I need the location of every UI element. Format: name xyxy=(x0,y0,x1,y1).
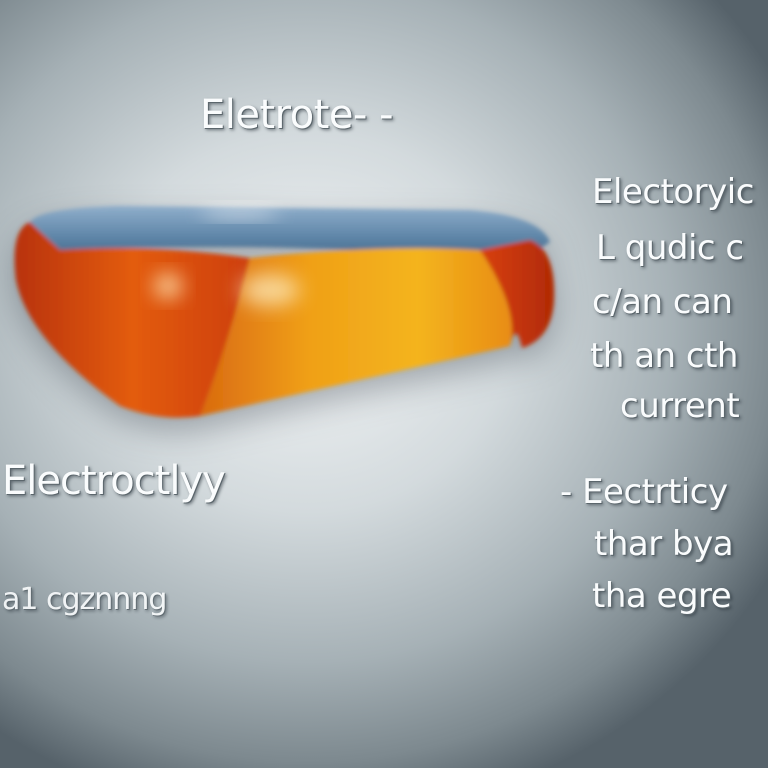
block-top-sheen xyxy=(200,206,280,218)
block-highlight xyxy=(240,274,300,306)
right-text-line: current xyxy=(620,386,740,426)
right-text-line: - Eectrticy xyxy=(560,472,728,512)
block-front-face xyxy=(200,248,512,416)
electrolyte-block-illustration xyxy=(14,206,555,418)
right-text-line: th an cth xyxy=(590,336,738,376)
block-highlight xyxy=(154,274,182,298)
right-text-line: thar bya xyxy=(594,524,734,564)
right-text-line: c/an can xyxy=(592,282,733,322)
left-caption: a1 cgznnng xyxy=(2,582,167,617)
heading: Eletrote- - xyxy=(200,92,394,138)
left-label: Electroctlyy xyxy=(2,458,226,504)
block-left-face xyxy=(14,222,250,418)
block-right-face xyxy=(480,240,555,348)
right-text-line: L qudic c xyxy=(596,228,744,268)
right-text-line: tha egre xyxy=(592,576,732,616)
right-text-line: Electoryic xyxy=(592,172,754,212)
block-top-face xyxy=(30,206,550,262)
